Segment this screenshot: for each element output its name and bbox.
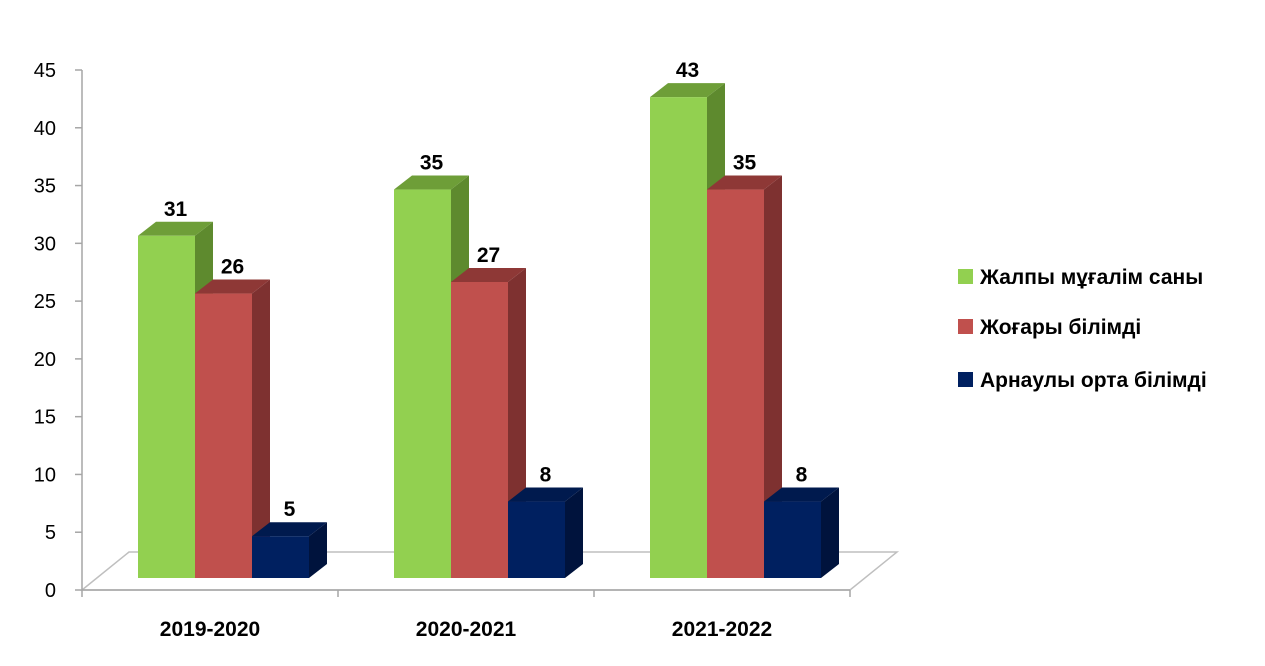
legend-swatch <box>958 372 973 387</box>
bar-top-face <box>252 522 327 537</box>
y-tick-label: 45 <box>34 60 56 82</box>
bar <box>252 536 309 578</box>
y-tick-label: 30 <box>34 233 56 255</box>
bar <box>394 189 451 579</box>
legend-swatch <box>958 319 973 334</box>
bar-data-label: 8 <box>796 464 808 487</box>
bar-top-face <box>195 279 270 294</box>
bar-data-label: 5 <box>284 498 296 521</box>
y-tick-label: 10 <box>34 464 56 486</box>
bar-side-face <box>821 487 839 578</box>
y-tick-label: 25 <box>34 291 56 313</box>
x-tick-label: 2019-2020 <box>160 618 260 641</box>
y-tick-label: 35 <box>34 176 56 198</box>
chart-legend: Жалпы мұғалім саны Жоғары білімді Арнаулы … <box>958 266 1207 392</box>
bar-data-label: 35 <box>420 152 444 175</box>
bar-top-face <box>394 175 469 190</box>
legend-swatch <box>958 269 973 284</box>
chart-axes: 0 5 10 15 20 25 30 35 40 45 2019-2020 2020-2021 2021… <box>34 60 851 641</box>
bar-data-label: 35 <box>733 152 757 175</box>
bar-side-face <box>309 522 327 578</box>
bar-data-label: 31 <box>164 198 188 221</box>
x-tick-label: 2021-2022 <box>672 618 772 641</box>
bar <box>650 97 707 578</box>
bar-data-label: 43 <box>676 59 699 82</box>
bar-top-face <box>650 83 725 98</box>
bar <box>451 282 508 578</box>
bar-top-face <box>138 221 213 236</box>
bar-data-label: 27 <box>477 244 500 267</box>
y-tick-label: 40 <box>34 118 56 140</box>
bar-side-face <box>565 487 583 578</box>
bar-data-label: 26 <box>221 256 244 279</box>
bar-data-label: 8 <box>540 464 552 487</box>
y-tick-label: 15 <box>34 407 56 429</box>
bar-top-face <box>707 175 782 190</box>
bar-top-face <box>451 268 526 282</box>
y-tick-label: 20 <box>34 349 56 371</box>
chart-data-labels: 31 26 5 35 27 8 43 35 8 <box>164 59 808 521</box>
y-tick-label: 5 <box>45 522 56 544</box>
legend-label: Жоғары білімді <box>979 316 1141 339</box>
bar-top-face <box>508 487 583 502</box>
y-tick-label: 0 <box>45 580 56 602</box>
legend-label: Арнаулы орта білімді <box>980 369 1207 392</box>
bar <box>508 501 565 578</box>
bar <box>764 501 821 578</box>
bar-side-face <box>764 175 782 579</box>
x-tick-label: 2020-2021 <box>416 618 517 641</box>
legend-label: Жалпы мұғалім саны <box>979 266 1203 289</box>
bar <box>138 235 195 578</box>
bar-top-face <box>764 487 839 502</box>
bar-side-face <box>252 279 270 578</box>
chart-bars <box>138 83 839 579</box>
bar <box>195 293 252 578</box>
bar <box>707 189 764 579</box>
